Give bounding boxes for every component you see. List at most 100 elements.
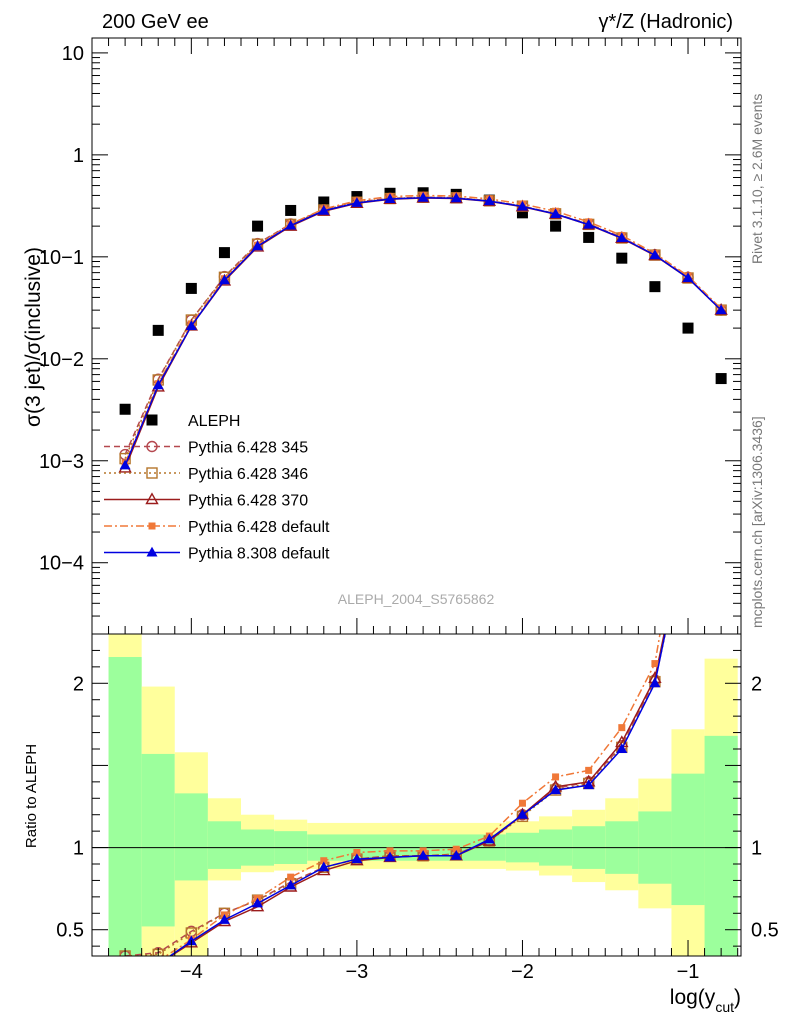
ratio-point-4-4 bbox=[252, 897, 264, 908]
legend-marker-0 bbox=[146, 414, 158, 426]
legend: ALEPH Pythia 6.428 345 Pythia 6.428 346 Pyt… bbox=[104, 413, 330, 563]
main-point-5-2 bbox=[185, 320, 197, 330]
xtick-label-3: −1 bbox=[677, 961, 700, 983]
main-point-0-14 bbox=[583, 231, 595, 243]
band-inner-2 bbox=[174, 793, 208, 881]
ratio-point-3-8 bbox=[386, 847, 394, 855]
ratio-point-4-14 bbox=[583, 779, 595, 790]
mcplots-label: mcplots.cern.ch [arXiv:1306.3436] bbox=[749, 416, 765, 628]
bot-ytick-label-right-0: 0.5 bbox=[751, 920, 779, 942]
main-point-5-12 bbox=[516, 200, 528, 211]
ratio-point-3-13 bbox=[552, 773, 560, 781]
main-point-5-3 bbox=[218, 274, 230, 285]
main-point-0-4 bbox=[252, 220, 264, 232]
bottom-y-axis-label: Ratio to ALEPH bbox=[23, 744, 40, 848]
ratio-point-4-16 bbox=[649, 677, 661, 688]
ratio-bands bbox=[92, 634, 741, 956]
legend-label-5: Pythia 8.308 default bbox=[188, 546, 330, 563]
xtick-label-0: −4 bbox=[180, 961, 203, 983]
main-point-5-17 bbox=[682, 272, 694, 283]
ratio-point-4-9 bbox=[417, 850, 429, 860]
ratio-point-3-6 bbox=[320, 857, 328, 865]
main-series bbox=[118, 187, 728, 473]
main-point-0-1 bbox=[152, 324, 164, 336]
main-point-5-18 bbox=[715, 304, 727, 315]
band-inner-3 bbox=[207, 821, 242, 869]
analysis-watermark: ALEPH_2004_S5765862 bbox=[338, 591, 495, 607]
main-point-0-2 bbox=[185, 282, 197, 294]
top-ytick-label-0: 10 bbox=[62, 43, 84, 65]
top-ytick-label-3: 10−2 bbox=[39, 349, 84, 371]
band-inner-13 bbox=[704, 735, 738, 956]
main-point-5-7 bbox=[351, 197, 363, 207]
main-point-0-5 bbox=[285, 204, 297, 216]
main-point-5-15 bbox=[616, 232, 628, 242]
ratio-point-4-12 bbox=[516, 808, 528, 819]
legend-label-4: Pythia 6.428 default bbox=[188, 519, 330, 536]
legend-marker-5 bbox=[146, 546, 158, 557]
ratio-point-3-15 bbox=[618, 724, 626, 732]
ratio-point-3-5 bbox=[287, 873, 295, 881]
ratio-point-3-14 bbox=[585, 766, 593, 774]
band-inner-0 bbox=[108, 657, 142, 956]
main-point-5-14 bbox=[583, 218, 595, 229]
main-point-5-11 bbox=[483, 195, 495, 206]
ratio-point-4-8 bbox=[384, 851, 396, 862]
main-point-5-1 bbox=[152, 379, 164, 390]
bot-ytick-label-left-2: 2 bbox=[73, 673, 84, 695]
ratio-point-4-7 bbox=[351, 853, 363, 864]
main-point-0-6 bbox=[318, 196, 330, 208]
ratio-point-4-15 bbox=[616, 743, 628, 753]
main-point-5-10 bbox=[450, 192, 462, 203]
x-axis-label: log(ycut) bbox=[670, 986, 741, 1015]
xtick-label-1: −3 bbox=[345, 961, 368, 983]
ratio-point-3-12 bbox=[518, 799, 526, 807]
main-point-0-13 bbox=[550, 220, 562, 232]
ratio-point-3-16 bbox=[651, 660, 659, 668]
top-ytick-label-2: 10−1 bbox=[39, 247, 84, 269]
legend-label-2: Pythia 6.428 346 bbox=[188, 466, 308, 483]
ratio-point-4-11 bbox=[483, 833, 495, 844]
main-point-5-9 bbox=[417, 191, 429, 202]
ratio-point-4-10 bbox=[450, 850, 462, 860]
bot-ytick-label-left-1: 1 bbox=[73, 838, 84, 860]
main-point-0-3 bbox=[218, 247, 230, 259]
ratio-point-3-7 bbox=[353, 849, 361, 856]
bot-ytick-label-left-0: 0.5 bbox=[56, 920, 84, 942]
main-point-0-18 bbox=[715, 373, 727, 385]
main-point-0-15 bbox=[616, 252, 628, 264]
main-point-5-8 bbox=[384, 193, 396, 204]
main-point-5-16 bbox=[649, 249, 661, 260]
main-point-5-5 bbox=[285, 219, 297, 230]
header-left-label: 200 GeV ee bbox=[102, 11, 209, 33]
legend-label-3: Pythia 6.428 370 bbox=[188, 493, 308, 510]
legend-marker-3 bbox=[145, 492, 159, 505]
main-point-0-0 bbox=[119, 403, 131, 415]
ratio-series bbox=[119, 634, 667, 956]
ratio-point-4-6 bbox=[318, 861, 330, 872]
ratio-point-3-10 bbox=[452, 845, 460, 853]
top-y-axis-label: σ(3 jet)/σ(inclusive) bbox=[22, 247, 45, 427]
main-point-0-12 bbox=[516, 207, 528, 219]
legend-label-1: Pythia 6.428 345 bbox=[188, 440, 308, 457]
legend-label-0: ALEPH bbox=[188, 413, 240, 430]
legend-marker-1 bbox=[146, 440, 158, 453]
main-point-5-4 bbox=[252, 240, 264, 251]
header-right-label: γ*/Z (Hadronic) bbox=[599, 11, 733, 33]
main-point-5-0 bbox=[119, 459, 131, 470]
band-inner-1 bbox=[141, 753, 175, 927]
main-point-5-6 bbox=[318, 205, 330, 215]
bot-ytick-label-right-1: 1 bbox=[751, 838, 762, 860]
top-ytick-label-5: 10−4 bbox=[39, 553, 84, 575]
ratio-point-4-5 bbox=[285, 879, 297, 890]
legend-marker-2 bbox=[146, 467, 158, 479]
top-ytick-label-4: 10−3 bbox=[39, 451, 84, 473]
main-point-0-16 bbox=[649, 281, 661, 293]
band-inner-12 bbox=[671, 773, 705, 906]
legend-marker-4 bbox=[148, 522, 156, 530]
top-ytick-label-1: 1 bbox=[73, 145, 84, 167]
main-point-5-13 bbox=[550, 208, 562, 219]
bottom-panel-frame bbox=[91, 633, 742, 957]
main-point-0-17 bbox=[682, 322, 694, 334]
